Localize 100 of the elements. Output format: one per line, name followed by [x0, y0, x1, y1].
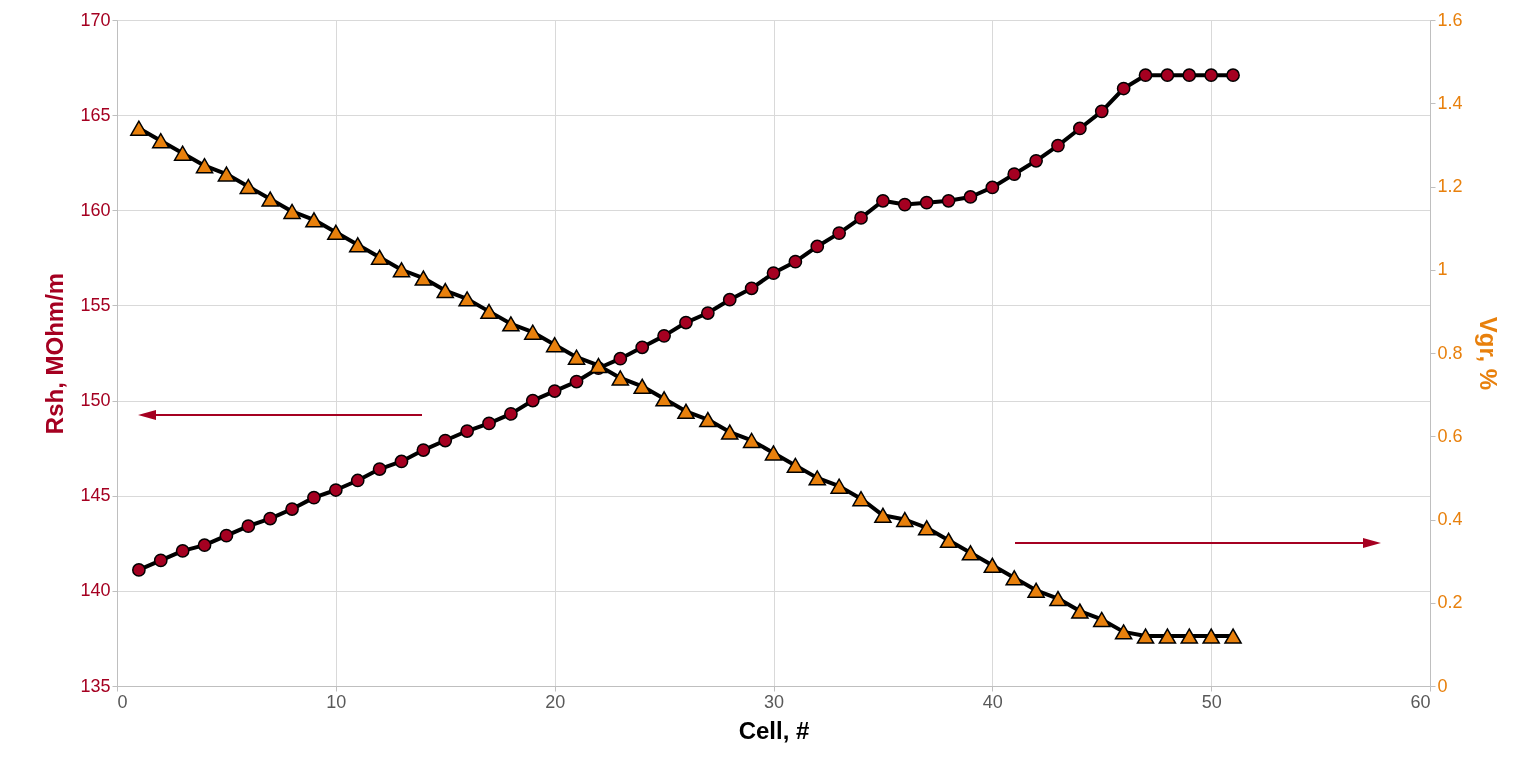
point: [370, 249, 389, 265]
point: [348, 237, 367, 253]
x-tick-label: 50: [1201, 691, 1222, 712]
point: [283, 203, 301, 220]
point: [679, 315, 693, 330]
point: [305, 212, 323, 228]
point: [1071, 603, 1089, 619]
y2-axis-title: Vgr, %: [1474, 316, 1502, 391]
point: [655, 391, 673, 407]
point: [372, 462, 387, 476]
point: [722, 292, 737, 307]
point: [173, 145, 192, 161]
point: [328, 483, 343, 497]
point: [392, 262, 411, 278]
point: [569, 374, 584, 389]
point: [810, 239, 825, 254]
x-tick-label: 60: [1410, 691, 1431, 712]
point: [897, 197, 912, 212]
point: [458, 291, 476, 307]
point: [699, 411, 717, 428]
point: [436, 282, 455, 299]
point: [985, 180, 1000, 195]
point: [414, 270, 433, 286]
point: [350, 473, 365, 488]
point: [197, 538, 212, 553]
point: [1136, 628, 1155, 644]
point: [1114, 624, 1133, 640]
point: [830, 478, 848, 494]
point: [545, 336, 564, 353]
point: [1160, 68, 1175, 83]
point: [547, 384, 562, 398]
point: [788, 254, 803, 269]
y2-tick-label: 0: [1437, 675, 1448, 696]
point: [219, 528, 234, 543]
point: [1202, 628, 1220, 644]
point: [1005, 570, 1024, 586]
point: [416, 443, 431, 457]
point: [720, 424, 739, 440]
point: [764, 445, 783, 461]
y-tick-label: 135: [80, 675, 111, 696]
point: [941, 193, 956, 208]
point: [153, 553, 168, 568]
y2-tick-label: 0.2: [1437, 592, 1463, 613]
x-axis-title: Cell, #: [738, 716, 810, 744]
point: [1094, 104, 1109, 119]
point: [394, 454, 409, 469]
point: [285, 502, 299, 516]
y2-tick-label: 1: [1437, 259, 1448, 280]
point: [151, 132, 170, 149]
point: [1049, 590, 1067, 607]
x-tick-label: 0: [117, 691, 128, 712]
point: [1138, 68, 1153, 83]
y2-tick-label: 0.4: [1437, 509, 1463, 529]
point: [1204, 68, 1219, 83]
point: [130, 120, 148, 136]
point: [895, 511, 914, 528]
point: [677, 403, 695, 420]
point: [1007, 167, 1022, 181]
point: [1051, 138, 1065, 153]
point: [1029, 153, 1043, 168]
point: [525, 393, 540, 408]
point: [766, 266, 781, 280]
y2-tick-label: 1.2: [1437, 176, 1463, 196]
point: [195, 157, 214, 174]
x-tick-label: 30: [763, 691, 785, 712]
y-tick-label: 145: [80, 485, 111, 506]
point: [460, 424, 475, 438]
point: [876, 193, 890, 208]
point: [1092, 611, 1111, 628]
point: [852, 490, 870, 507]
y-tick-label: 150: [80, 390, 111, 411]
point: [502, 316, 520, 332]
point: [1226, 68, 1240, 83]
point: [983, 557, 1002, 574]
point: [611, 370, 630, 386]
point: [832, 226, 847, 240]
point: [808, 470, 827, 486]
point: [1027, 582, 1045, 598]
point: [1180, 628, 1199, 644]
point: [175, 544, 190, 558]
point: [742, 432, 761, 449]
point: [657, 329, 671, 343]
point: [1116, 81, 1131, 96]
x-tick-label: 20: [545, 691, 566, 712]
x-tick-label: 10: [326, 691, 347, 712]
point: [482, 416, 496, 431]
y-tick-label: 155: [80, 294, 111, 315]
point: [1158, 628, 1177, 644]
point: [786, 457, 805, 474]
point: [939, 532, 958, 549]
point: [917, 520, 936, 536]
point: [700, 306, 715, 320]
point: [874, 507, 892, 524]
point: [480, 303, 498, 320]
x-tick-label: 40: [982, 691, 1003, 712]
point: [635, 340, 650, 355]
point: [504, 407, 518, 421]
y-tick-label: 160: [80, 199, 111, 220]
point: [963, 190, 978, 204]
y2-tick-label: 1.6: [1437, 9, 1463, 30]
